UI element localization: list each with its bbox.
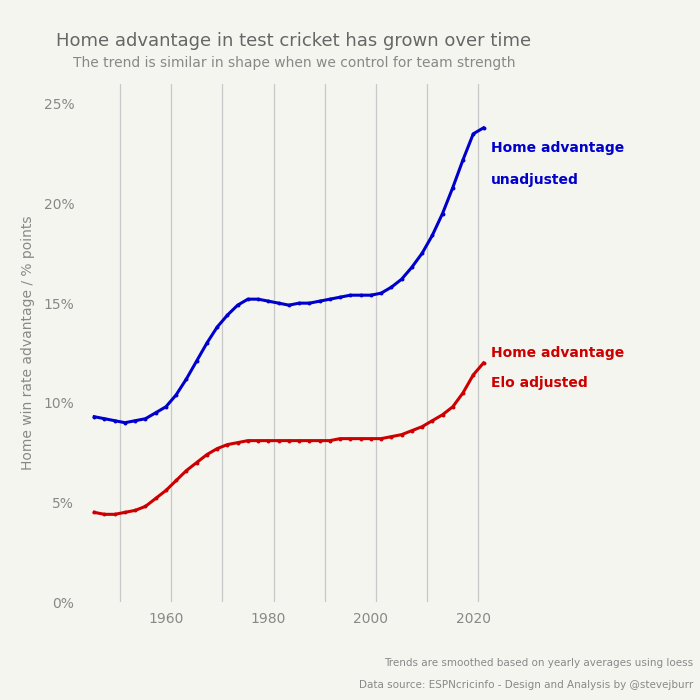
Point <box>468 128 479 139</box>
Point <box>447 401 458 412</box>
Point <box>262 295 274 307</box>
Text: Data source: ESPNcricinfo - Design and Analysis by @stevejburr: Data source: ESPNcricinfo - Design and A… <box>358 680 693 689</box>
Point <box>191 356 202 367</box>
Point <box>293 435 304 446</box>
Point <box>437 208 448 219</box>
Point <box>181 373 192 384</box>
Point <box>191 457 202 468</box>
Y-axis label: Home win rate advantage / % points: Home win rate advantage / % points <box>21 216 35 470</box>
Point <box>355 433 366 444</box>
Point <box>202 337 213 349</box>
Point <box>232 437 244 448</box>
Point <box>406 262 417 273</box>
Point <box>232 300 244 311</box>
Point <box>335 292 346 303</box>
Point <box>406 425 417 436</box>
Point <box>457 154 468 165</box>
Point <box>130 505 141 516</box>
Point <box>253 293 264 304</box>
Text: Trends are smoothed based on yearly averages using loess: Trends are smoothed based on yearly aver… <box>384 659 693 668</box>
Point <box>344 290 356 301</box>
Point <box>273 435 284 446</box>
Point <box>202 449 213 460</box>
Point <box>284 300 295 311</box>
Point <box>211 321 223 332</box>
Point <box>262 435 274 446</box>
Point <box>386 281 397 293</box>
Point <box>478 122 489 134</box>
Point <box>89 507 100 518</box>
Point <box>284 435 295 446</box>
Point <box>293 298 304 309</box>
Point <box>242 293 253 304</box>
Point <box>120 417 131 428</box>
Point <box>171 389 182 400</box>
Point <box>335 433 346 444</box>
Point <box>222 309 233 321</box>
Point <box>427 230 438 241</box>
Point <box>150 493 161 504</box>
Point <box>314 435 326 446</box>
Point <box>242 435 253 446</box>
Point <box>324 435 335 446</box>
Point <box>437 409 448 420</box>
Point <box>171 475 182 486</box>
Point <box>109 415 120 426</box>
Point <box>120 507 131 518</box>
Point <box>416 248 428 259</box>
Point <box>253 435 264 446</box>
Text: unadjusted: unadjusted <box>491 173 579 187</box>
Point <box>416 421 428 433</box>
Point <box>468 370 479 381</box>
Point <box>211 443 223 454</box>
Point <box>314 295 326 307</box>
Point <box>150 407 161 419</box>
Point <box>375 433 386 444</box>
Point <box>181 465 192 476</box>
Point <box>396 274 407 285</box>
Point <box>99 413 110 424</box>
Point <box>304 435 315 446</box>
Point <box>160 485 172 496</box>
Point <box>304 298 315 309</box>
Point <box>324 293 335 304</box>
Text: Home advantage: Home advantage <box>491 141 624 155</box>
Point <box>89 411 100 422</box>
Point <box>99 509 110 520</box>
Point <box>375 288 386 299</box>
Text: The trend is similar in shape when we control for team strength: The trend is similar in shape when we co… <box>73 56 515 70</box>
Point <box>140 500 151 512</box>
Point <box>386 431 397 442</box>
Point <box>365 290 377 301</box>
Text: Home advantage in test cricket has grown over time: Home advantage in test cricket has grown… <box>57 32 531 50</box>
Point <box>344 433 356 444</box>
Point <box>273 298 284 309</box>
Point <box>160 401 172 412</box>
Point <box>427 415 438 426</box>
Point <box>447 182 458 193</box>
Point <box>130 415 141 426</box>
Point <box>365 433 377 444</box>
Point <box>355 290 366 301</box>
Point <box>478 357 489 368</box>
Point <box>109 509 120 520</box>
Point <box>140 413 151 424</box>
Text: Elo adjusted: Elo adjusted <box>491 376 588 390</box>
Point <box>396 429 407 440</box>
Point <box>457 387 468 398</box>
Point <box>222 439 233 450</box>
Text: Home advantage: Home advantage <box>491 346 624 360</box>
